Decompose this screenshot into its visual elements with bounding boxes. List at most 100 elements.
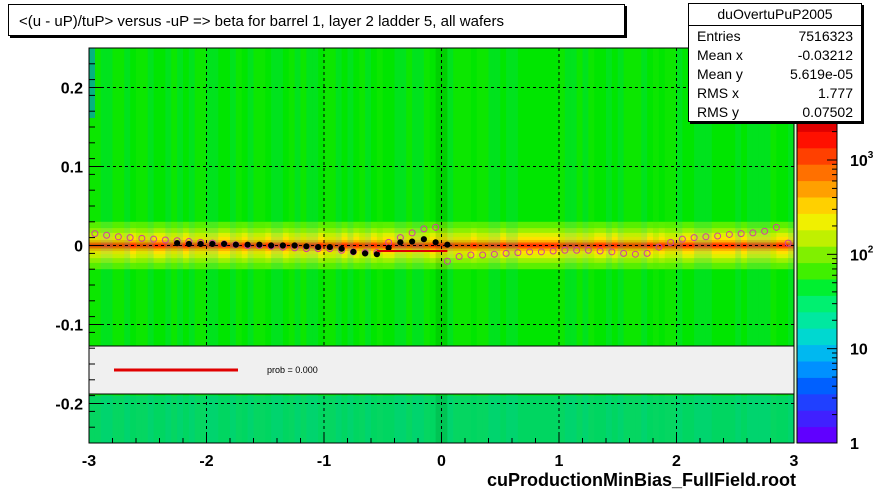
colorbar-segment (797, 426, 837, 444)
stats-title: duOvertuPuP2005 (717, 6, 833, 22)
profile-point-filled (232, 241, 239, 248)
profile-point-open (620, 249, 628, 257)
profile-point-open (714, 232, 722, 240)
profile-point-open (514, 249, 522, 257)
colorbar-segment (797, 361, 837, 378)
stats-label: Entries (697, 28, 741, 44)
y-axis: -0.2 -0.1 0 0.1 0.2 (55, 47, 101, 444)
profile-point-filled (174, 240, 181, 247)
file-name-label: cuProductionMinBias_FullField.root (487, 470, 797, 490)
y-tick-label: -0.1 (55, 318, 83, 335)
heatmap-edge (89, 48, 95, 118)
profile-point-filled (432, 239, 439, 246)
stats-divider (689, 25, 861, 26)
heatmap-stripe (329, 48, 336, 443)
stats-value: -0.03212 (797, 47, 853, 63)
stats-row-mean-y: Mean y 5.619e-05 (697, 66, 853, 84)
profile-point-open (114, 233, 122, 241)
y-tick-label: 0.1 (61, 160, 83, 177)
stats-label: RMS x (697, 85, 739, 101)
profile-point-filled (444, 241, 451, 248)
profile-point-open (490, 250, 498, 258)
x-tick-label: 2 (672, 453, 681, 470)
profile-point-filled (279, 242, 286, 249)
stats-row-mean-x: Mean x -0.03212 (697, 47, 853, 65)
profile-point-open (772, 223, 780, 231)
profile-point-filled (338, 245, 345, 252)
profile-point-open (455, 253, 463, 261)
heatmap-stripe (588, 48, 595, 443)
profile-point-filled (409, 238, 416, 245)
profile-point-open (725, 230, 733, 238)
stats-box: duOvertuPuP2005 Entries 7516323 Mean x -… (688, 3, 862, 122)
colorbar-segment (797, 197, 837, 214)
profile-point-open (761, 227, 769, 235)
colorbar-segment (797, 295, 837, 313)
heatmap-stripe (347, 48, 354, 443)
heatmap-stripe (512, 48, 518, 443)
colorbar-segment (797, 311, 837, 329)
stats-label: Mean x (697, 47, 743, 63)
title-box: <(u - uP)/tuP> versus -uP => beta for ba… (8, 4, 625, 36)
profile-point-filled (291, 242, 298, 249)
x-tick-label: 0 (437, 453, 446, 470)
profile-point-open (537, 248, 545, 256)
colorbar-exponent: 3 (868, 150, 874, 161)
colorbar-segment (797, 229, 837, 247)
profile-point-open (150, 235, 158, 243)
profile-point-filled (268, 242, 275, 249)
profile-point-open (584, 246, 592, 254)
profile-point-open (702, 233, 710, 241)
heatmap-stripe (324, 48, 330, 443)
profile-point-filled (244, 241, 251, 248)
y-tick-label: -0.2 (55, 397, 83, 414)
profile-point-filled (197, 240, 204, 248)
colorbar-segment (797, 246, 837, 264)
profile-point-open (667, 238, 675, 246)
profile-point-open (467, 251, 475, 259)
colorbar-segment (797, 131, 837, 149)
heatmap-stripe (623, 48, 630, 443)
colorbar-tick-label: 1 (850, 436, 859, 453)
profile-point-filled (315, 243, 322, 251)
heatmap-stripe (365, 48, 371, 443)
x-axis: -3 -2 -1 0 1 2 3 (82, 433, 799, 470)
profile-point-open (526, 248, 534, 256)
profile-point-open (737, 230, 745, 238)
heatmap-band (89, 243, 794, 248)
profile-point-filled (209, 240, 216, 248)
profile-point-filled (385, 244, 392, 251)
heatmap-stripe (606, 48, 612, 443)
profile-point-open (608, 248, 616, 256)
profile-point-filled (420, 236, 427, 243)
colorbar-segment (797, 393, 837, 411)
y-tick-label: 0 (74, 239, 83, 256)
profile-point-filled (303, 243, 310, 250)
colorbar-tick-label: 10 (850, 342, 868, 359)
heatmap-stripe (635, 48, 642, 443)
profile-point-open (420, 225, 428, 233)
heatmap-stripe (335, 48, 342, 443)
x-tick-label: 1 (555, 453, 564, 470)
profile-point-open (138, 234, 146, 242)
colorbar-segment (797, 147, 837, 165)
profile-point-open (91, 230, 99, 238)
colorbar-segment (797, 262, 837, 280)
profile-point-open (161, 236, 169, 244)
fit-legend: prob = 0.000 (88, 345, 795, 395)
stats-value: 5.619e-05 (789, 66, 853, 82)
profile-point-open (631, 250, 639, 258)
profile-point-open (502, 249, 510, 257)
profile-point-open (432, 223, 440, 231)
profile-point-filled (326, 243, 333, 251)
profile-point-open (443, 257, 451, 265)
profile-point-open (596, 247, 604, 255)
profile-point-open (561, 246, 569, 254)
profile-point-open (103, 231, 111, 239)
colorbar-segment (797, 164, 837, 182)
colorbar: 1 10 102 103 (796, 114, 874, 453)
colorbar-segment (797, 377, 837, 395)
heatmap-stripe (570, 48, 577, 443)
x-tick-label: -1 (317, 453, 331, 470)
colorbar-exponent: 2 (868, 244, 874, 255)
